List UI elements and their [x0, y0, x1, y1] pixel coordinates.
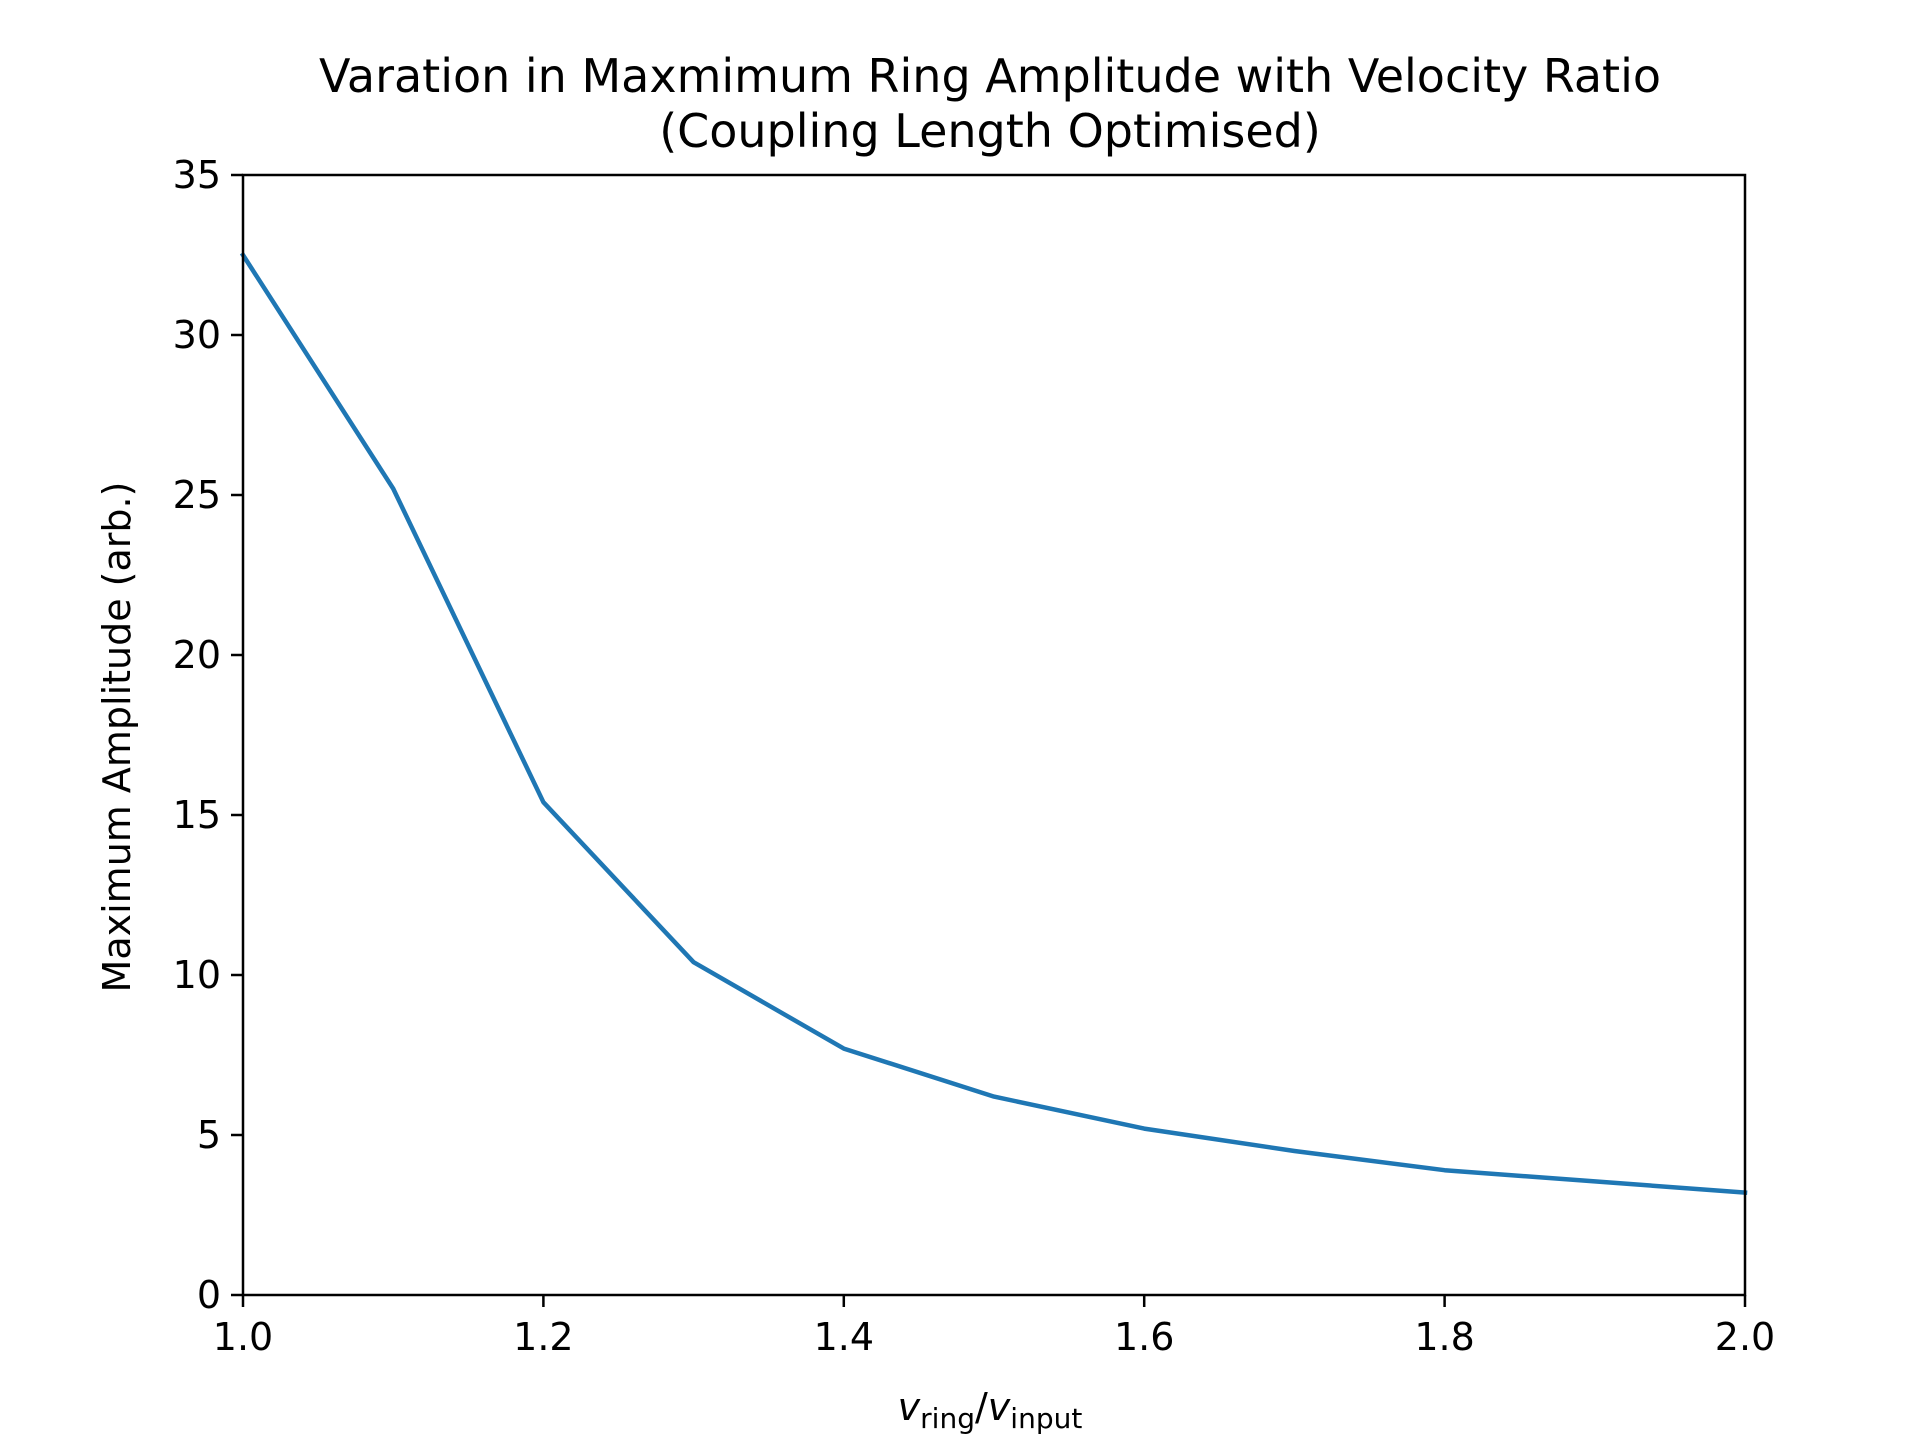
y-tick-label: 20 — [173, 633, 221, 677]
chart-title: Varation in Maxmimum Ring Amplitude with… — [319, 49, 1661, 103]
y-axis-label: Maximum Amplitude (arb.) — [95, 482, 139, 993]
x-axis-label: vring/vinput — [898, 1385, 1083, 1435]
x-tick-label: 1.2 — [513, 1315, 573, 1359]
x-tick-label: 1.8 — [1414, 1315, 1474, 1359]
x-label-var1: v — [898, 1385, 921, 1429]
y-tick-label: 35 — [173, 153, 221, 197]
y-tick-label: 10 — [173, 953, 221, 997]
x-tick-label: 1.6 — [1114, 1315, 1174, 1359]
axis-ticks: 1.0 1.2 1.4 1.6 1.8 2.0 0 5 10 15 20 25 30 35 — [173, 153, 1776, 1359]
x-label-sep: / — [975, 1385, 988, 1429]
x-label-var2: v — [988, 1385, 1011, 1429]
y-tick-label: 15 — [173, 793, 221, 837]
y-tick-label: 25 — [173, 473, 221, 517]
x-tick-label: 1.0 — [213, 1315, 273, 1359]
x-label-sub2: input — [1010, 1402, 1082, 1435]
x-label-sub1: ring — [920, 1402, 975, 1435]
y-tick-label: 30 — [173, 313, 221, 357]
plot-frame — [241, 173, 1747, 1297]
plot-area — [239, 173, 1748, 1297]
series-line-0 — [239, 251, 1748, 1196]
x-tick-label: 1.4 — [814, 1315, 874, 1359]
x-tick-label: 2.0 — [1715, 1315, 1775, 1359]
y-tick-label: 0 — [197, 1273, 221, 1317]
y-tick-label: 5 — [197, 1113, 221, 1157]
chart-subtitle: (Coupling Length Optimised) — [659, 104, 1321, 158]
